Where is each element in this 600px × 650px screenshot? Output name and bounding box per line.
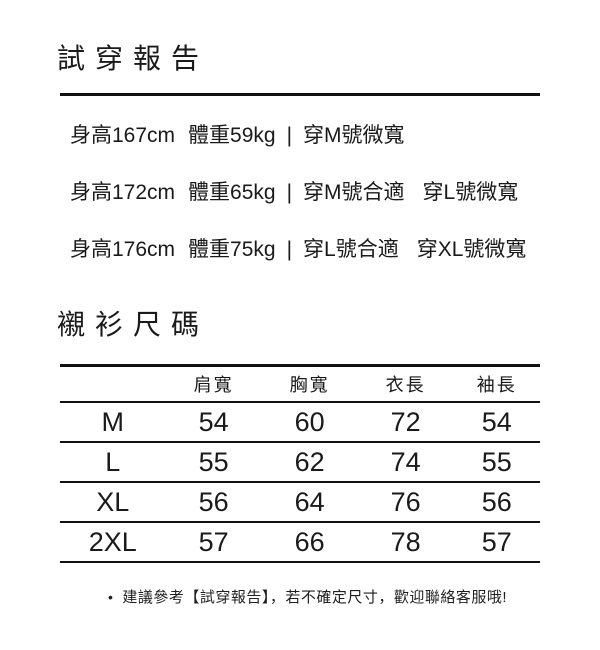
- fit-result: 穿M號合適: [303, 181, 405, 204]
- fit-separator: |: [286, 124, 293, 147]
- shoulder-value: 56: [165, 482, 262, 523]
- size-label: L: [60, 442, 166, 483]
- column-header-chest: 胸寬: [261, 365, 358, 403]
- fit-result: 穿L號合適: [303, 238, 399, 261]
- fit-result: 穿XL號微寬: [416, 238, 527, 261]
- size-chart-header-row: 肩寬 胸寬 衣長 袖長: [60, 365, 540, 403]
- size-label: XL: [60, 482, 166, 523]
- sleeve-value: 57: [453, 522, 540, 563]
- size-label: M: [60, 402, 166, 443]
- table-row: L 55 62 74 55: [60, 442, 540, 483]
- length-value: 78: [357, 522, 454, 563]
- chest-value: 66: [261, 522, 358, 563]
- table-row: XL 56 64 76 56: [60, 482, 540, 523]
- chest-value: 64: [261, 482, 358, 523]
- fit-height: 身高172cm: [70, 181, 176, 204]
- fit-weight: 體重75kg: [188, 238, 276, 261]
- shoulder-value: 54: [165, 402, 262, 443]
- fit-weight: 體重65kg: [188, 181, 276, 204]
- size-chart-table: 肩寬 胸寬 衣長 袖長 M 54 60 72 54 L 55 62 74 55: [60, 364, 540, 563]
- fit-report-entry: 身高176cm 體重75kg | 穿L號合適 穿XL號微寬: [70, 237, 544, 263]
- column-header-size: [60, 365, 166, 403]
- fit-separator: |: [286, 238, 293, 261]
- fit-report-title: 試穿報告: [57, 43, 210, 74]
- fit-result: 穿L號微寬: [422, 181, 519, 204]
- fit-weight: 體重59kg: [188, 124, 276, 147]
- fit-height: 身高176cm: [70, 238, 176, 261]
- fit-result: 穿M號微寬: [303, 124, 405, 147]
- size-label: 2XL: [60, 522, 166, 563]
- sleeve-value: 55: [453, 442, 540, 483]
- shoulder-value: 57: [165, 522, 262, 563]
- sleeve-value: 56: [453, 482, 540, 523]
- fit-report-entry: 身高172cm 體重65kg | 穿M號合適 穿L號微寬: [70, 180, 536, 206]
- sleeve-value: 54: [453, 402, 540, 443]
- fit-report-entry: 身高167cm 體重59kg | 穿M號微寬: [70, 123, 441, 149]
- fit-height: 身高167cm: [70, 124, 176, 147]
- shoulder-value: 55: [165, 442, 262, 483]
- fit-report-divider: [60, 93, 540, 96]
- length-value: 72: [357, 402, 454, 443]
- column-header-sleeve: 袖長: [453, 365, 540, 403]
- column-header-length: 衣長: [357, 365, 454, 403]
- size-chart-title: 襯衫尺碼: [57, 309, 210, 340]
- length-value: 74: [357, 442, 454, 483]
- footer-note: • 建議參考【試穿報告】，若不確定尺寸，歡迎聯絡客服哦!: [108, 588, 507, 607]
- bullet-icon: •: [108, 589, 114, 605]
- footer-note-text: 建議參考【試穿報告】，若不確定尺寸，歡迎聯絡客服哦!: [122, 589, 508, 606]
- chest-value: 62: [261, 442, 358, 483]
- table-row: 2XL 57 66 78 57: [60, 522, 540, 563]
- length-value: 76: [357, 482, 454, 523]
- chest-value: 60: [261, 402, 358, 443]
- table-row: M 54 60 72 54: [60, 402, 540, 443]
- fit-separator: |: [286, 181, 293, 204]
- column-header-shoulder: 肩寬: [165, 365, 262, 403]
